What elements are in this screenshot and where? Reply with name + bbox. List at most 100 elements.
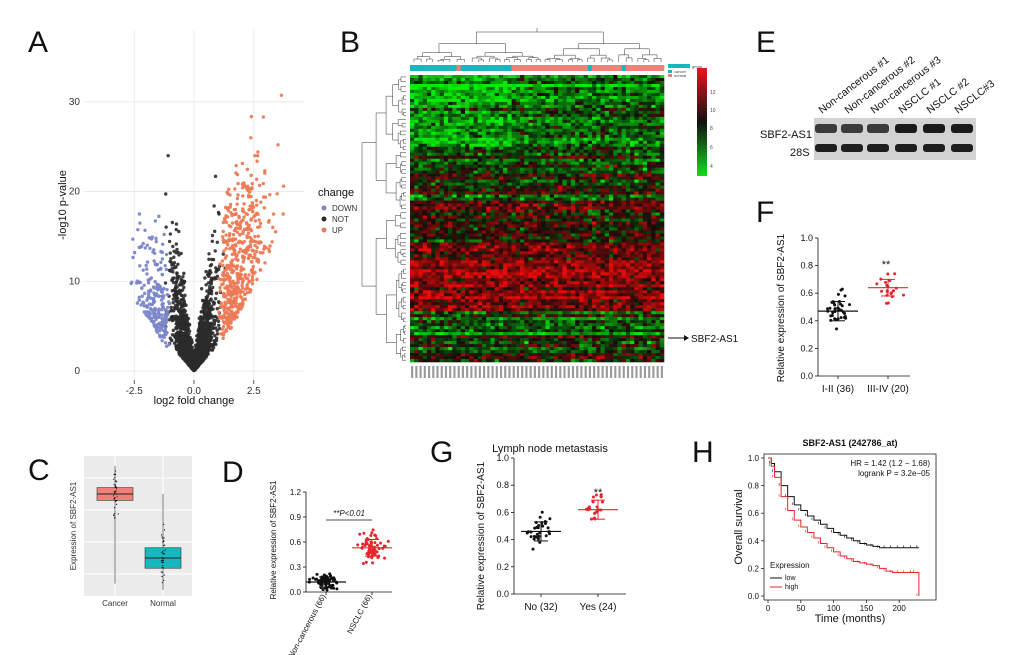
heatmap-cell	[473, 317, 479, 321]
heatmap-cell	[465, 131, 470, 136]
heatmap-cell	[469, 320, 474, 324]
heatmap-cell	[486, 224, 491, 228]
heatmap-cell	[486, 146, 491, 151]
heatmap-group-cell	[532, 65, 538, 71]
heatmap-cell	[443, 293, 449, 297]
heatmap-cell	[431, 104, 436, 109]
heatmap-cell	[426, 254, 432, 258]
heatmap-cell	[443, 341, 449, 345]
heatmap-cell	[469, 335, 474, 339]
heatmap-cell	[481, 164, 487, 168]
heatmap-cell	[452, 161, 457, 165]
heatmap-cell	[481, 224, 487, 228]
heatmap-cell	[481, 83, 487, 88]
heatmap-cell	[426, 113, 432, 118]
heatmap-cell	[418, 320, 423, 324]
volcano-point-down	[144, 312, 148, 317]
heatmap-cell	[431, 296, 436, 300]
heatmap-cell	[477, 83, 483, 88]
heatmap-cell	[435, 302, 440, 306]
heatmap-cell	[481, 335, 487, 339]
heatmap-cell	[418, 161, 423, 165]
heatmap-cell	[481, 317, 487, 321]
heatmap-cell	[410, 143, 415, 148]
heatmap-cell	[452, 260, 457, 264]
heatmap-cell	[439, 272, 445, 276]
heatmap-cell	[473, 347, 479, 351]
heatmap-cell	[481, 344, 487, 348]
volcano-point-up	[245, 290, 250, 295]
heatmap-cell	[477, 338, 483, 342]
heatmap-cell	[490, 176, 495, 180]
volcano-point-not	[202, 303, 206, 308]
heatmap-cell	[477, 281, 483, 285]
heatmap-cell	[481, 128, 487, 133]
volcano-point-not	[177, 288, 182, 293]
heatmap-cell	[443, 170, 449, 174]
heatmap-cell	[414, 338, 419, 342]
heatmap-cell	[448, 161, 453, 165]
heatmap-cell	[469, 80, 474, 85]
heatmap-cell	[443, 347, 449, 351]
volcano-point-not	[168, 336, 173, 340]
volcano-ytick-label: 0	[74, 366, 80, 377]
heatmap-cell	[414, 89, 419, 94]
heatmap-cell	[418, 173, 423, 177]
volcano-point-not	[169, 260, 173, 264]
heatmap-cell	[477, 323, 483, 327]
heatmap-cell	[469, 75, 474, 79]
heatmap-cell	[443, 242, 449, 246]
heatmap-cell	[414, 284, 419, 288]
heatmap-cell	[443, 77, 449, 82]
volcano-point-not	[207, 310, 212, 315]
heatmap-cell	[456, 131, 462, 136]
heatmap-cell	[473, 251, 479, 255]
heatmap-group-cell	[443, 65, 449, 71]
volcano-point-not	[182, 335, 186, 339]
heatmap-cell	[469, 170, 474, 174]
volcano-point-up	[231, 314, 236, 319]
heatmap-cell	[426, 230, 432, 234]
heatmap-cell	[439, 98, 445, 103]
heatmap-cell	[439, 332, 445, 336]
volcano-point-up	[232, 301, 236, 305]
heatmap-cell	[439, 308, 445, 312]
volcano-point-up	[232, 207, 237, 212]
heatmap-cell	[431, 236, 436, 240]
heatmap-cell	[477, 146, 483, 151]
heatmap-cell	[486, 275, 491, 279]
heatmap-cell	[418, 167, 423, 171]
heatmap-cell	[456, 302, 462, 306]
heatmap-cell	[465, 155, 470, 160]
heatmap-cell	[431, 200, 436, 204]
heatmap-cell	[414, 302, 419, 306]
heatmap-panel: group cancer normal 12 10 8 6 4 SBF2-AS1	[361, 28, 739, 378]
heatmap-cell	[473, 128, 479, 133]
heatmap-cell	[460, 92, 466, 97]
heatmap-cell	[443, 83, 449, 88]
heatmap-cell	[418, 272, 423, 276]
heatmap-cell	[477, 110, 483, 115]
heatmap-cell	[439, 263, 445, 267]
volcano-point-up	[253, 234, 257, 239]
volcano-point-not	[177, 320, 182, 324]
heatmap-cell	[452, 284, 457, 288]
heatmap-cell	[490, 164, 495, 168]
heatmap-cell	[456, 194, 462, 198]
volcano-point-not	[179, 303, 184, 307]
heatmap-cell	[486, 266, 491, 270]
heatmap-group-cell	[617, 65, 622, 71]
heatmap-cell	[469, 323, 474, 327]
heatmap-cell	[477, 296, 483, 300]
heatmap-cell	[422, 323, 428, 327]
volcano-point-not	[175, 303, 179, 308]
heatmap-cell	[456, 119, 462, 124]
heatmap-cell	[452, 347, 457, 351]
heatmap-cell	[456, 77, 462, 82]
heatmap-cell	[465, 272, 470, 276]
heatmap-cell	[414, 77, 419, 82]
heatmap-cell	[465, 110, 470, 115]
heatmap-cell	[473, 275, 479, 279]
heatmap-cell	[431, 161, 436, 165]
heatmap-cell	[418, 323, 423, 327]
